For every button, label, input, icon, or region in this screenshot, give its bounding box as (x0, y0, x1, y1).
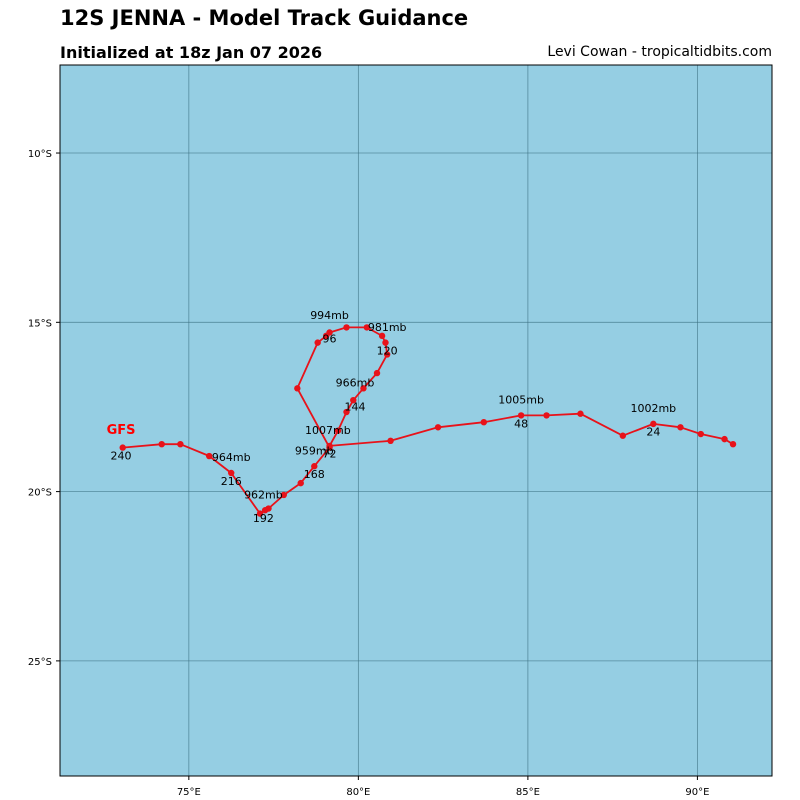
track-point (311, 463, 318, 470)
track-point (350, 396, 357, 404)
forecast-hour-label: 120 (377, 344, 398, 357)
forecast-hour-label: 48 (514, 417, 528, 430)
track-point (334, 427, 342, 434)
track-point (434, 424, 442, 431)
chart-title: 12S JENNA - Model Track Guidance (60, 6, 469, 30)
track-point (326, 444, 333, 451)
track-point (228, 469, 235, 477)
track-point (383, 351, 391, 358)
track-point (697, 430, 704, 438)
track-point (119, 444, 126, 451)
pressure-label: 966mb (336, 377, 375, 390)
lon-tick-label: 75°E (177, 787, 201, 798)
lat-tick-label: 25°S (28, 657, 52, 668)
track-point (373, 369, 381, 377)
lat-tick-label: 10°S (28, 149, 52, 160)
map-frame (59, 64, 773, 777)
forecast-hour-label: 240 (111, 449, 132, 462)
model-name-label: GFS (107, 423, 136, 438)
forecast-hour-label: 192 (253, 512, 274, 525)
track-point (294, 385, 301, 392)
track-point (619, 432, 627, 439)
track-point (543, 412, 550, 419)
pressure-label: 1002mb (630, 402, 676, 415)
track-point (650, 420, 657, 428)
track-point (387, 437, 394, 445)
lon-tick-label: 85°E (516, 787, 540, 798)
forecast-hour-label: 144 (344, 400, 365, 413)
track-point (256, 510, 264, 517)
track-point (205, 452, 213, 460)
lat-tick-label: 15°S (28, 318, 52, 329)
track-point (721, 435, 728, 443)
track-point (517, 412, 525, 419)
track-point (677, 424, 684, 431)
lon-tick-label: 80°E (346, 787, 370, 798)
track-point (280, 491, 287, 499)
track-point (480, 418, 488, 426)
track-point (343, 408, 350, 416)
pressure-label: 994mb (310, 309, 349, 322)
track-point (360, 385, 367, 392)
track-point (363, 324, 371, 331)
track-point (343, 324, 350, 331)
lon-tick-label: 90°E (685, 787, 709, 798)
track-point (729, 441, 737, 448)
forecast-hour-label: 72 (323, 448, 337, 461)
credit-text: Levi Cowan - tropicaltidbits.com (547, 44, 772, 60)
forecast-hour-label: 168 (304, 468, 325, 481)
ocean-background (60, 65, 772, 776)
track-point (158, 441, 165, 448)
track-point (382, 339, 389, 346)
pressure-label: 981mb (368, 321, 407, 334)
pressure-label: 1007mb (305, 424, 351, 437)
pressure-label: 959mb (295, 444, 334, 457)
track-point (378, 332, 386, 340)
pressure-label: 962mb (244, 488, 283, 501)
forecast-hour-label: 96 (323, 333, 337, 346)
track-point (297, 479, 304, 487)
pressure-label: 1005mb (498, 394, 544, 407)
pressure-label: 964mb (212, 451, 251, 464)
lat-tick-label: 20°S (28, 488, 52, 499)
track-point (314, 339, 321, 346)
init-time: Initialized at 18z Jan 07 2026 (60, 43, 323, 62)
forecast-hour-label: 24 (646, 426, 660, 439)
track-point (577, 410, 584, 417)
track-point (261, 507, 269, 514)
forecast-hour-label: 216 (221, 475, 242, 488)
track-point (322, 332, 330, 340)
track-point (177, 441, 184, 448)
